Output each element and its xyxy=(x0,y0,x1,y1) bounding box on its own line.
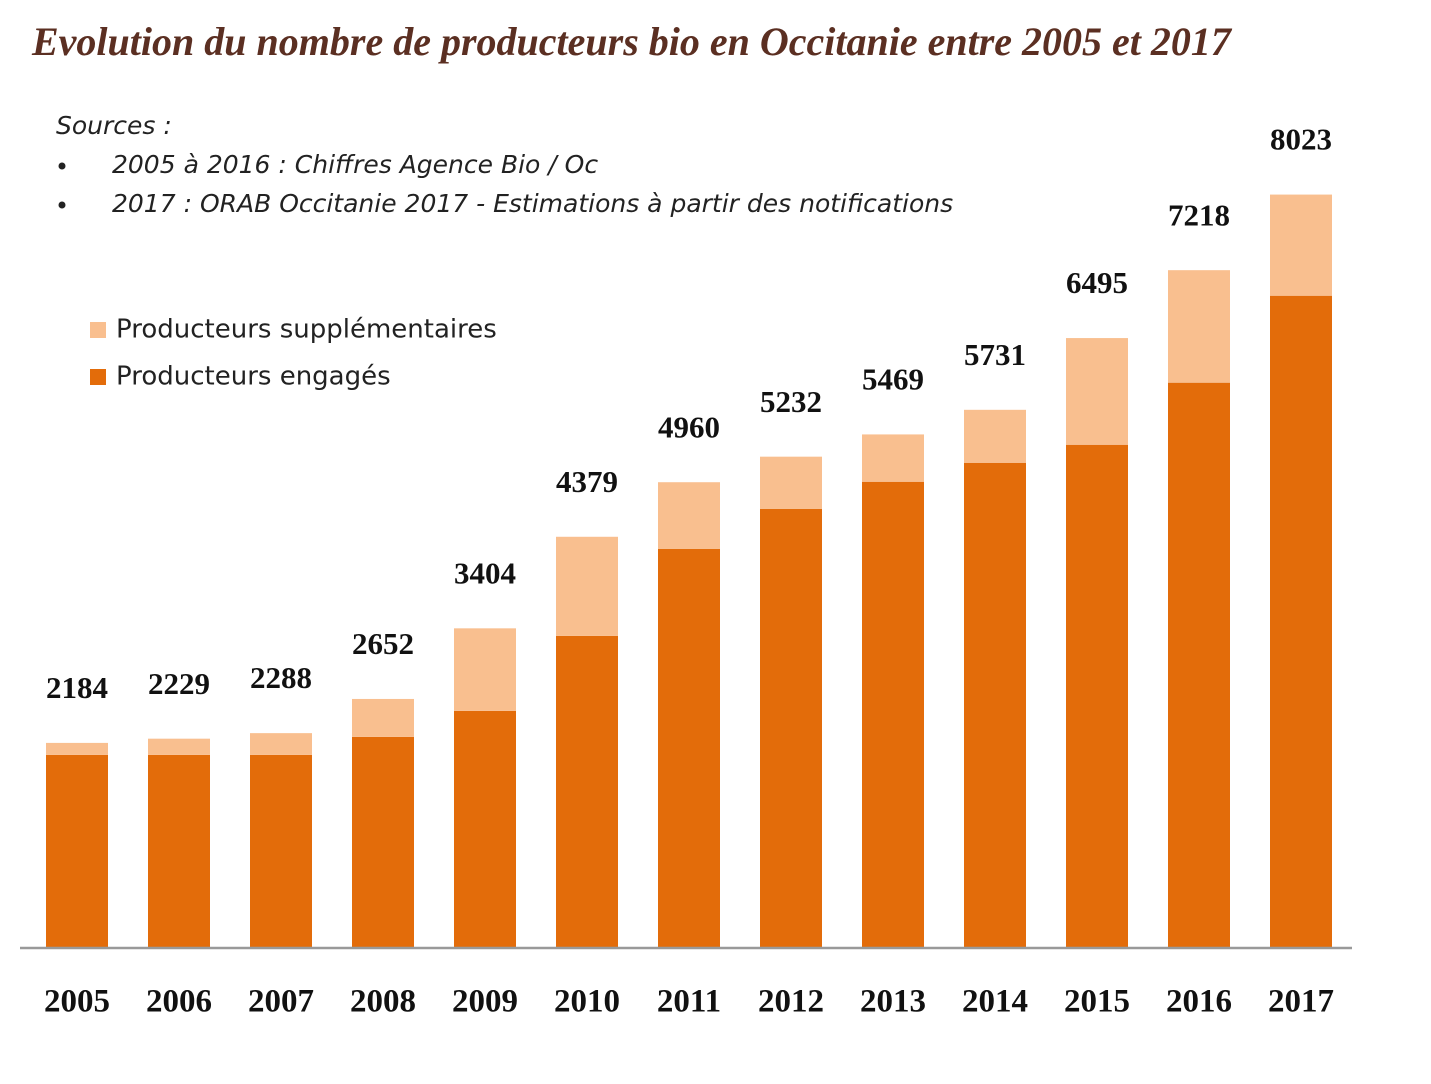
bar-segment xyxy=(1168,382,1230,948)
x-tick-label: 2015 xyxy=(1064,984,1130,1020)
legend-swatch xyxy=(90,322,106,338)
bar-segment xyxy=(1270,295,1332,948)
x-tick-label: 2012 xyxy=(758,984,824,1020)
bar-segment xyxy=(352,736,414,948)
bar-segment xyxy=(148,738,210,755)
bar-segment xyxy=(964,409,1026,463)
x-tick-label: 2014 xyxy=(962,984,1028,1020)
x-tick-label: 2007 xyxy=(248,984,314,1020)
data-label: 7218 xyxy=(1168,197,1230,232)
data-label: 3404 xyxy=(454,555,516,590)
x-tick-label: 2011 xyxy=(657,984,721,1020)
bar-segment xyxy=(760,508,822,948)
data-label: 5232 xyxy=(760,384,822,419)
data-label: 2652 xyxy=(352,626,414,661)
bar-segment xyxy=(46,742,108,755)
bar-segment xyxy=(148,754,210,948)
data-label: 4960 xyxy=(658,409,720,444)
x-tick-label: 2017 xyxy=(1268,984,1334,1020)
bar-segment xyxy=(352,698,414,737)
x-tick-label: 2010 xyxy=(554,984,620,1020)
bar-segment xyxy=(556,635,618,948)
chart-title: Evolution du nombre de producteurs bio e… xyxy=(31,19,1233,64)
bar-segment xyxy=(454,628,516,711)
data-label: 4379 xyxy=(556,464,618,499)
x-tick-label: 2005 xyxy=(44,984,110,1020)
legend-label: Producteurs engagés xyxy=(116,362,391,392)
bar-segment xyxy=(250,733,312,755)
bar-segment xyxy=(46,754,108,948)
data-label: 2184 xyxy=(46,670,108,705)
bullet xyxy=(58,162,66,170)
bar-segment xyxy=(760,456,822,509)
legend-swatch xyxy=(90,369,106,385)
bar-segment xyxy=(454,710,516,948)
note: Sources : xyxy=(56,111,172,140)
bar-segment xyxy=(1168,270,1230,383)
bar-segment xyxy=(862,481,924,948)
x-tick-label: 2009 xyxy=(452,984,518,1020)
note: 2005 à 2016 : Chiffres Agence Bio / Oc xyxy=(112,150,598,179)
bar-segment xyxy=(250,754,312,948)
bar-segment xyxy=(556,536,618,636)
legend-label: Producteurs supplémentaires xyxy=(116,315,497,345)
note: 2017 : ORAB Occitanie 2017 - Estimations… xyxy=(112,189,953,218)
bar-segment xyxy=(964,462,1026,948)
data-label: 8023 xyxy=(1270,122,1332,157)
data-label: 5731 xyxy=(964,337,1026,372)
data-label: 6495 xyxy=(1066,265,1128,300)
bar-segment xyxy=(862,434,924,482)
bar-segment xyxy=(1066,338,1128,445)
bar-segment xyxy=(1066,444,1128,948)
data-label: 2288 xyxy=(250,660,312,695)
bullet xyxy=(58,201,66,209)
x-tick-label: 2016 xyxy=(1166,984,1232,1020)
data-label: 2229 xyxy=(148,666,210,701)
x-tick-label: 2013 xyxy=(860,984,926,1020)
bar-segment xyxy=(658,482,720,549)
x-tick-label: 2006 xyxy=(146,984,212,1020)
data-label: 5469 xyxy=(862,362,924,397)
x-tick-label: 2008 xyxy=(350,984,416,1020)
bar-segment xyxy=(658,548,720,948)
bar-segment xyxy=(1270,194,1332,296)
